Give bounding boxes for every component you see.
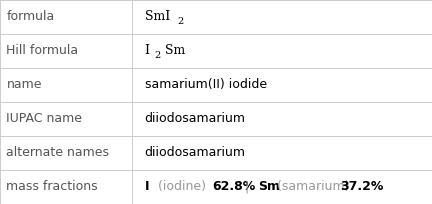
Text: I: I: [145, 181, 149, 194]
Text: I: I: [145, 44, 150, 58]
Text: 2: 2: [154, 51, 160, 60]
Text: 62.8%: 62.8%: [213, 181, 256, 194]
Text: Sm: Sm: [165, 44, 186, 58]
Text: 37.2%: 37.2%: [340, 181, 384, 194]
Text: diiodosamarium: diiodosamarium: [145, 112, 246, 125]
Text: name: name: [6, 79, 42, 92]
Text: formula: formula: [6, 10, 55, 23]
Text: 2: 2: [177, 17, 183, 26]
Text: (samarium): (samarium): [273, 181, 354, 194]
Text: (iodine): (iodine): [154, 181, 210, 194]
Text: IUPAC name: IUPAC name: [6, 112, 83, 125]
Text: SmI: SmI: [145, 10, 170, 23]
Text: samarium(II) iodide: samarium(II) iodide: [145, 79, 267, 92]
Text: |: |: [241, 181, 253, 194]
Text: Hill formula: Hill formula: [6, 44, 79, 58]
Text: alternate names: alternate names: [6, 146, 109, 160]
Text: Sm: Sm: [258, 181, 280, 194]
Text: mass fractions: mass fractions: [6, 181, 98, 194]
Text: diiodosamarium: diiodosamarium: [145, 146, 246, 160]
